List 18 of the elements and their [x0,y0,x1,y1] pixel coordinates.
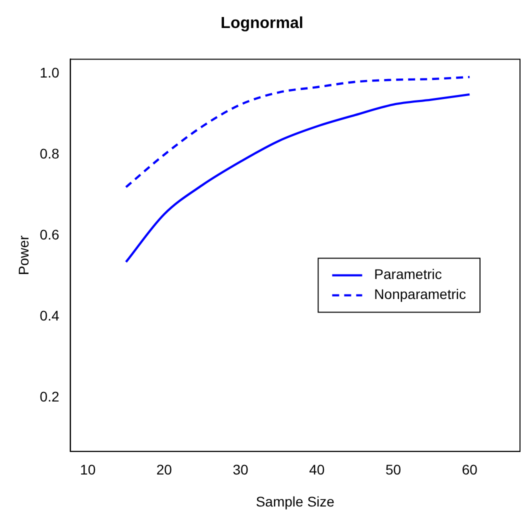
x-tick-label: 10 [80,462,96,478]
line-series [124,93,471,264]
legend-label: Nonparametric [374,286,466,302]
y-tick-label: 0.8 [40,146,60,162]
x-tick-label: 20 [156,462,172,478]
x-tick-label: 50 [385,462,402,478]
y-tick-label: 0.2 [40,388,60,404]
y-tick-label: 0.6 [40,226,60,243]
line-series [124,76,471,188]
y-tick-label: 0.4 [40,307,60,324]
x-tick-label: 60 [462,462,478,478]
x-axis-title: Sample Size [256,493,335,510]
x-tick-label: 30 [232,462,249,478]
legend-label: Parametric [374,266,442,282]
chart-title: Lognormal [220,15,304,32]
y-axis-title: Power [15,235,32,276]
y-tick-label: 1.0 [40,64,60,81]
x-tick-label: 40 [309,462,325,478]
